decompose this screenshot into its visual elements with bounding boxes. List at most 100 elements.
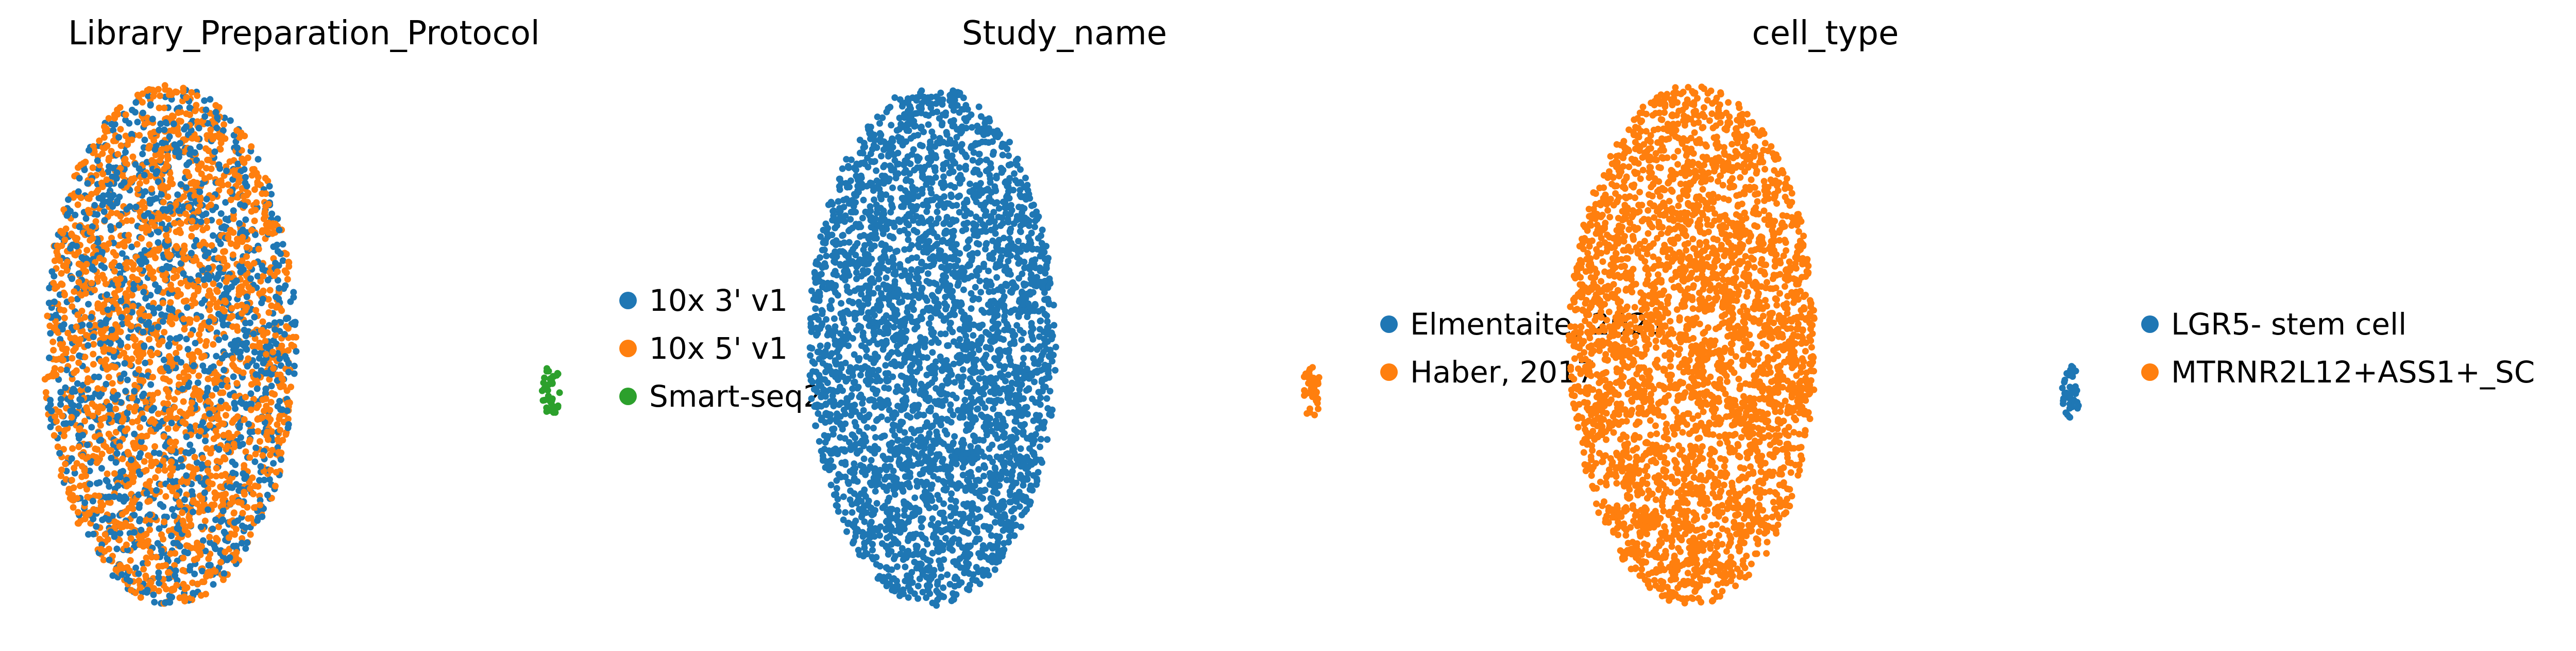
scatter-point <box>77 161 84 169</box>
scatter-point <box>105 240 112 247</box>
scatter-point <box>257 502 264 509</box>
scatter-point <box>256 339 263 346</box>
scatter-point <box>197 389 205 396</box>
scatter-point <box>151 443 158 450</box>
scatter-point <box>989 151 996 158</box>
scatter-point <box>84 180 91 187</box>
scatter-point <box>282 353 289 360</box>
scatter-point <box>176 148 182 155</box>
scatter-point <box>221 248 228 255</box>
scatter-point <box>207 301 214 308</box>
scatter-point <box>81 499 89 506</box>
scatter-point <box>174 293 181 300</box>
scatter-point <box>205 264 212 272</box>
scatter-point <box>169 180 176 188</box>
scatter-point <box>196 331 203 338</box>
scatter-point <box>154 288 161 294</box>
scatter-point <box>873 500 880 507</box>
scatter-point <box>145 482 152 489</box>
scatter-point <box>191 454 198 461</box>
scatter-point <box>248 227 255 234</box>
scatter-point <box>183 412 190 420</box>
scatter-point <box>87 480 94 488</box>
scatter-point <box>129 274 136 280</box>
scatter-point <box>160 198 167 206</box>
scatter-point <box>250 490 257 497</box>
scatter-point <box>58 466 65 473</box>
scatter-point <box>157 184 164 191</box>
scatter-point <box>186 516 193 523</box>
scatter-point <box>194 539 201 546</box>
legend-item: 10x 3' v1 <box>619 283 788 318</box>
scatter-point <box>220 576 227 583</box>
scatter-point <box>242 393 249 400</box>
scatter-point <box>173 335 180 342</box>
scatter-point <box>115 222 123 229</box>
scatter-point <box>87 228 94 236</box>
scatter-point <box>121 360 128 367</box>
scatter-point <box>57 341 64 348</box>
scatter-point <box>183 304 191 311</box>
scatter-point <box>97 340 104 347</box>
scatter-point <box>188 399 195 406</box>
scatter-point <box>149 115 156 123</box>
scatter-point <box>1008 207 1015 214</box>
scatter-point <box>109 297 116 305</box>
scatter-point <box>948 490 955 497</box>
scatter-point <box>133 241 141 248</box>
scatter-point <box>219 507 227 514</box>
scatter-point <box>817 342 824 349</box>
scatter-point <box>225 534 232 541</box>
scatter-point <box>117 275 124 282</box>
scatter-point <box>201 97 208 104</box>
scatter-point <box>174 525 181 532</box>
scatter-point <box>222 548 229 556</box>
scatter-point <box>109 380 116 387</box>
scatter-point <box>164 237 172 244</box>
scatter-point <box>913 254 920 261</box>
scatter-point <box>247 406 255 413</box>
scatter-point <box>142 399 149 406</box>
scatter-point <box>68 296 75 303</box>
scatter-point <box>161 329 168 336</box>
scatter-point <box>90 266 97 273</box>
scatter-point <box>270 365 277 372</box>
scatter-point <box>233 240 241 247</box>
scatter-point <box>203 218 210 225</box>
scatter-point <box>135 353 142 359</box>
scatter-point <box>223 445 230 453</box>
scatter-point <box>92 218 99 225</box>
scatter-point <box>905 236 912 243</box>
scatter-point <box>61 291 68 298</box>
scatter-point <box>842 473 849 480</box>
scatter-point <box>278 375 285 382</box>
scatter-point <box>159 562 166 570</box>
scatter-point <box>159 299 166 307</box>
scatter-point <box>163 145 171 152</box>
scatter-point <box>206 422 213 429</box>
scatter-point <box>192 422 199 429</box>
scatter-point <box>185 159 193 166</box>
scatter-point <box>137 424 144 431</box>
scatter-point <box>148 219 156 226</box>
scatter-point <box>162 493 170 500</box>
scatter-point <box>918 87 925 94</box>
scatter-point <box>45 299 53 307</box>
scatter-point <box>130 442 138 449</box>
scatter-point <box>48 268 56 275</box>
scatter-point <box>240 470 247 477</box>
scatter-point <box>107 200 114 207</box>
scatter-point <box>105 115 112 122</box>
scatter-point <box>812 305 819 312</box>
scatter-point <box>141 137 148 143</box>
scatter-point <box>90 350 97 358</box>
scatter-point <box>90 333 97 340</box>
scatter-point <box>69 275 76 282</box>
scatter-point <box>95 492 103 499</box>
scatter-point <box>808 395 815 402</box>
scatter-point <box>973 240 980 247</box>
scatter-point <box>235 291 243 298</box>
scatter-point <box>274 403 281 410</box>
scatter-point <box>155 239 162 246</box>
scatter-point <box>158 311 165 318</box>
